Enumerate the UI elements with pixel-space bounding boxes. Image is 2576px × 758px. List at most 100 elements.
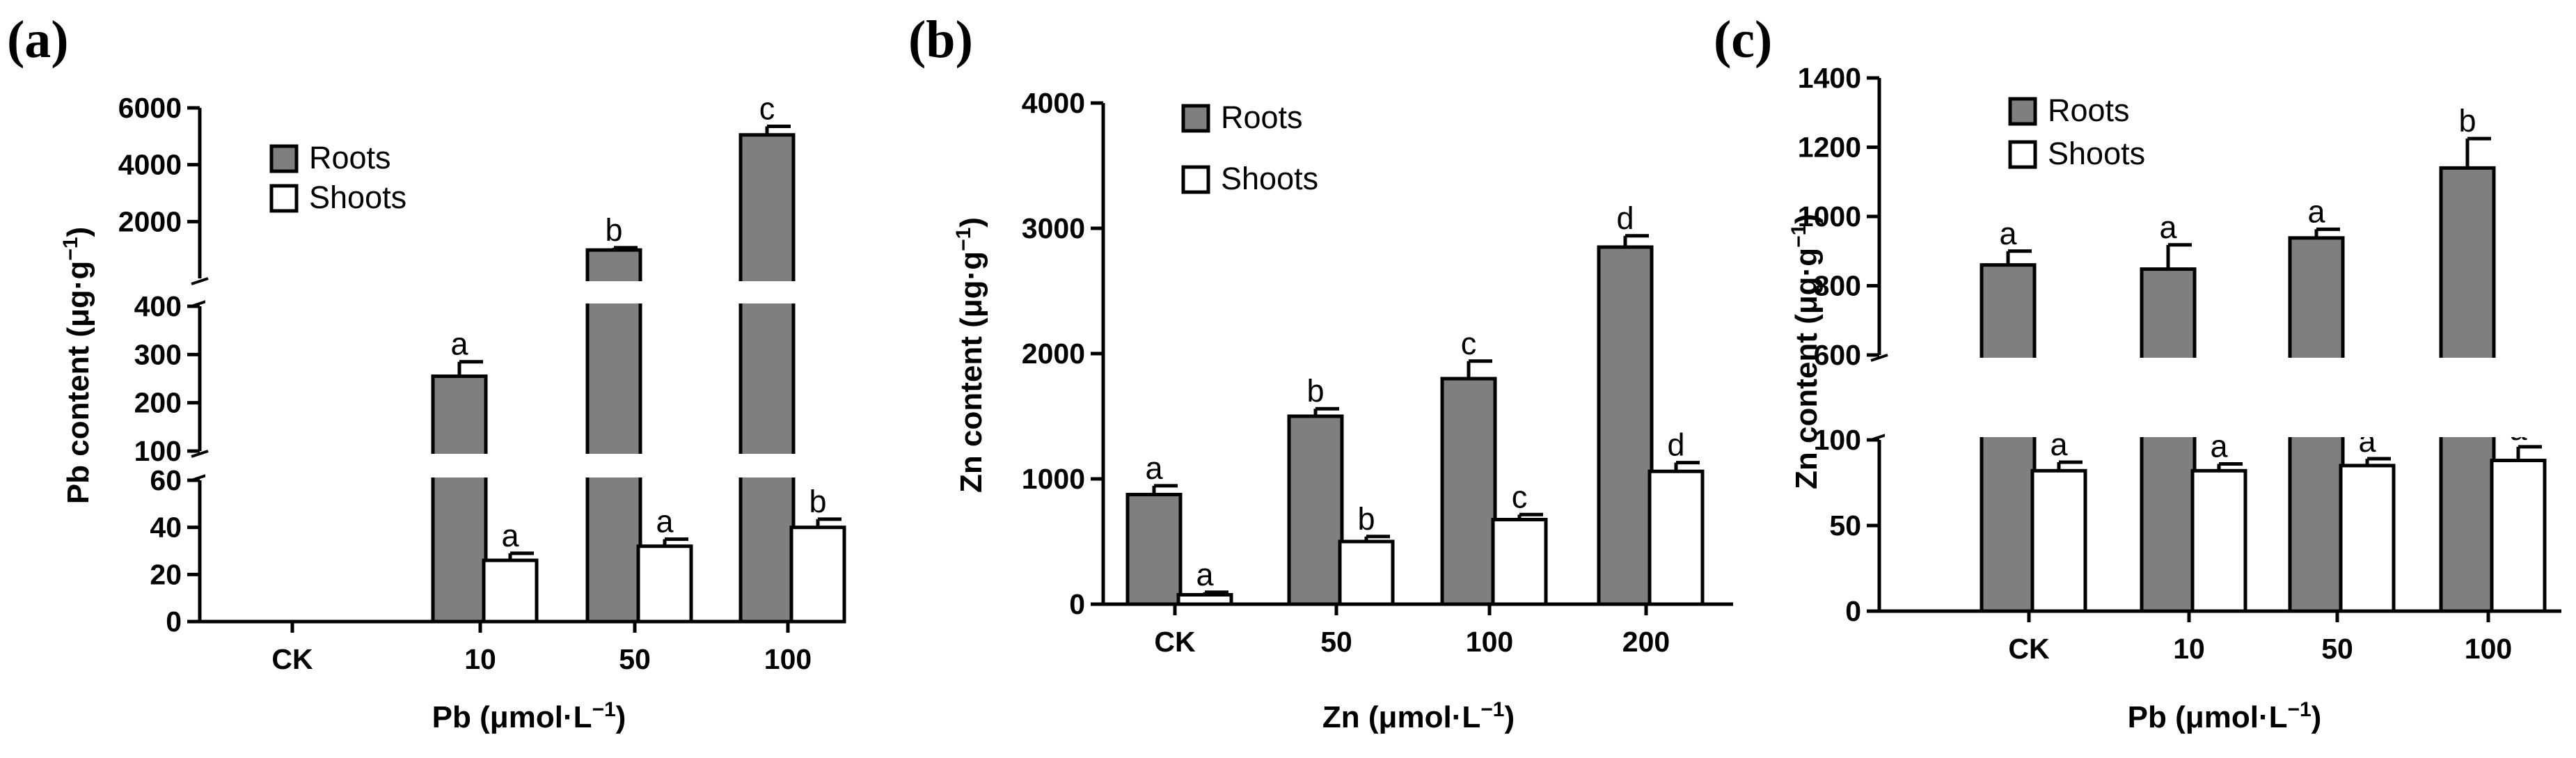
panel-label: (b)	[908, 10, 973, 69]
bar-shoots	[1491, 518, 1548, 606]
y-tick-label: 3000	[1022, 212, 1085, 244]
bar-roots	[1597, 245, 1654, 606]
y-tick-label: 4000	[1022, 87, 1085, 119]
bar-roots	[1125, 493, 1183, 606]
legend-swatch-roots	[269, 144, 299, 173]
bar-roots	[2140, 267, 2197, 613]
x-tick-label: CK	[2008, 633, 2050, 665]
x-tick-label: 100	[764, 643, 812, 675]
legend-swatch-shoots	[269, 184, 299, 213]
significance-letter: b	[809, 484, 826, 519]
y-tick-label: 800	[1814, 270, 1861, 302]
significance-letter: a	[1145, 450, 1163, 486]
y-tick-label: 2000	[118, 205, 182, 237]
x-tick-label: CK	[271, 643, 313, 675]
y-tick-label: 1000	[1022, 463, 1085, 495]
bar-shoots	[789, 526, 846, 624]
axis-break-mark	[191, 277, 209, 285]
legend-swatch-shoots	[2008, 140, 2037, 169]
axis-break-gap	[205, 281, 851, 303]
x-tick-label: 100	[1466, 626, 1513, 658]
significance-letter: c	[1461, 326, 1477, 361]
bar-shoots	[636, 544, 693, 624]
y-tick-label: 600	[1814, 339, 1861, 371]
axis-break-gap	[1885, 358, 2567, 437]
bar-roots	[431, 374, 488, 624]
bar-roots	[1980, 263, 2037, 613]
x-tick-label: 200	[1622, 626, 1670, 658]
x-axis-title: Pb (μmol·L−1)	[432, 698, 626, 735]
x-tick-label: 50	[2321, 633, 2353, 665]
bar-shoots	[1176, 593, 1233, 606]
legend-label-shoots: Shoots	[1221, 161, 1318, 196]
y-axis-title: Pb content (μg·g−1)	[59, 227, 96, 504]
y-tick-label: 200	[134, 387, 182, 419]
significance-letter: a	[1196, 557, 1214, 592]
legend-label-shoots: Shoots	[309, 180, 406, 215]
legend-label-shoots: Shoots	[2048, 136, 2145, 171]
axis-break-gap	[205, 454, 851, 477]
bar-shoots	[482, 558, 539, 624]
significance-letter: b	[2458, 103, 2476, 139]
y-tick-label: 1200	[1798, 132, 1861, 164]
y-tick-label: 6000	[118, 92, 182, 124]
bar-roots	[738, 133, 796, 624]
significance-letter: a	[501, 518, 519, 553]
x-tick-label: 50	[1320, 626, 1352, 658]
significance-letter: a	[1999, 216, 2017, 251]
significance-letter: b	[605, 212, 622, 248]
bar-shoots	[2339, 464, 2396, 613]
significance-letter: c	[759, 91, 775, 127]
x-tick-label: 10	[2173, 633, 2205, 665]
x-tick-label: 50	[619, 643, 651, 675]
bar-shoots	[2030, 468, 2087, 613]
panel-label: (c)	[1714, 10, 1772, 69]
bar-roots	[1287, 414, 1344, 606]
y-axis-title: Zn content (μg·g−1)	[1787, 214, 1824, 489]
legend-swatch-shoots	[1181, 165, 1210, 194]
y-tick-label: 0	[1845, 595, 1861, 627]
y-tick-label: 1000	[1798, 200, 1861, 232]
x-axis-title: Pb (μmol·L−1)	[2128, 698, 2322, 735]
significance-letter: b	[1357, 501, 1375, 537]
y-tick-label: 100	[1814, 424, 1861, 456]
y-tick-label: 0	[166, 606, 182, 638]
y-tick-label: 1400	[1798, 62, 1861, 94]
axis-break-mark	[1870, 354, 1888, 362]
y-tick-label: 2000	[1022, 338, 1085, 370]
bar-shoots	[1647, 469, 1705, 606]
significance-letter: a	[2159, 210, 2177, 245]
x-axis-title: Zn (μmol·L−1)	[1322, 698, 1515, 735]
significance-letter: a	[450, 326, 468, 362]
bar-roots	[585, 248, 642, 624]
legend-label-roots: Roots	[2048, 93, 2130, 128]
panel-label: (a)	[7, 10, 69, 69]
significance-letter: a	[656, 504, 674, 539]
bar-shoots	[2490, 459, 2547, 613]
y-tick-label: 0	[1069, 588, 1085, 620]
y-tick-label: 100	[134, 435, 182, 467]
significance-letter: a	[2307, 194, 2325, 229]
significance-letter: d	[1667, 427, 1684, 463]
legend-swatch-roots	[1181, 104, 1210, 133]
bar-shoots	[2190, 468, 2247, 613]
y-tick-label: 60	[150, 464, 182, 496]
y-tick-label: 20	[150, 558, 182, 590]
y-axis-title: Zn content (μg·g−1)	[952, 217, 989, 493]
y-tick-label: 400	[134, 290, 182, 322]
x-tick-label: CK	[1154, 626, 1196, 658]
significance-letter: c	[1512, 479, 1528, 514]
y-tick-label: 4000	[118, 149, 182, 181]
x-tick-label: 10	[464, 643, 496, 675]
legend-label-roots: Roots	[309, 140, 391, 175]
legend-label-roots: Roots	[1221, 100, 1303, 135]
bar-shoots	[1338, 539, 1395, 606]
axis-break-mark	[191, 450, 209, 458]
y-tick-label: 300	[134, 338, 182, 370]
significance-letter: b	[1306, 373, 1324, 409]
y-tick-label: 40	[150, 512, 182, 544]
y-tick-label: 50	[1829, 510, 1861, 542]
legend-swatch-roots	[2008, 97, 2037, 126]
x-tick-label: 100	[2465, 633, 2512, 665]
